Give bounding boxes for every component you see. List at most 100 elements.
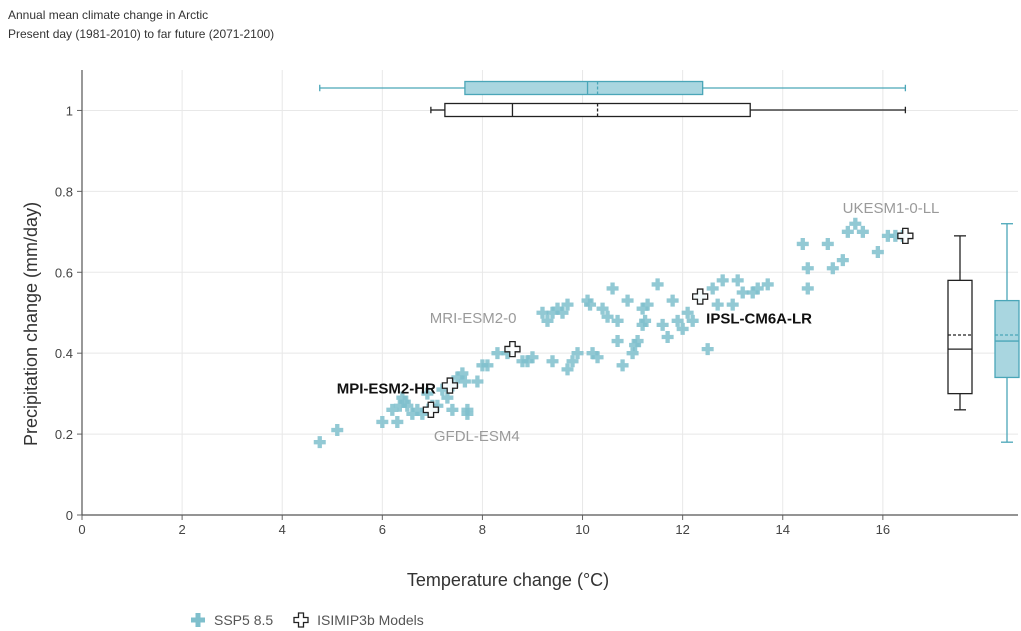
ssp-point[interactable] bbox=[761, 278, 774, 291]
ssp-point[interactable] bbox=[458, 375, 471, 388]
ssp-point[interactable] bbox=[561, 298, 574, 311]
ssp-point[interactable] bbox=[621, 294, 634, 307]
ssp-point[interactable] bbox=[841, 225, 854, 238]
ssp-point[interactable] bbox=[636, 318, 649, 331]
ssp-point[interactable] bbox=[656, 318, 669, 331]
ssp-point[interactable] bbox=[626, 347, 639, 360]
ssp-point[interactable] bbox=[556, 306, 569, 319]
ssp-point[interactable] bbox=[881, 229, 894, 242]
ssp-point[interactable] bbox=[611, 335, 624, 348]
ssp-point[interactable] bbox=[526, 351, 539, 364]
ssp-point[interactable] bbox=[856, 225, 869, 238]
ssp-point[interactable] bbox=[584, 298, 597, 311]
ssp-point[interactable] bbox=[441, 391, 454, 404]
ssp-point[interactable] bbox=[686, 314, 699, 327]
ssp-point[interactable] bbox=[393, 399, 406, 412]
isimip-points bbox=[422, 227, 914, 418]
ssp-point[interactable] bbox=[639, 314, 652, 327]
ssp-point[interactable] bbox=[871, 246, 884, 259]
ssp-point[interactable] bbox=[461, 407, 474, 420]
isimip-point[interactable] bbox=[504, 340, 521, 358]
ssp-point[interactable] bbox=[701, 343, 714, 356]
ssp-point[interactable] bbox=[889, 229, 902, 242]
box-iqr bbox=[994, 299, 1020, 379]
ssp-point[interactable] bbox=[546, 355, 559, 368]
ssp-point[interactable] bbox=[386, 403, 399, 416]
ssp-point[interactable] bbox=[631, 335, 644, 348]
y-tick-label: 0.6 bbox=[55, 265, 73, 280]
ssp-point[interactable] bbox=[591, 351, 604, 364]
ssp-point[interactable] bbox=[456, 367, 469, 380]
ssp-marker-icon bbox=[191, 613, 205, 627]
ssp-point[interactable] bbox=[416, 407, 429, 420]
isimip-point[interactable] bbox=[441, 377, 459, 394]
ssp-point[interactable] bbox=[606, 282, 619, 295]
ssp-point[interactable] bbox=[651, 278, 664, 291]
ssp-point[interactable] bbox=[411, 403, 424, 416]
ssp-point[interactable] bbox=[421, 387, 434, 400]
ssp-point[interactable] bbox=[836, 254, 849, 267]
legend-item-ssp[interactable]: SSP5 8.5 bbox=[190, 612, 273, 628]
ssp-point[interactable] bbox=[801, 282, 814, 295]
ssp-point[interactable] bbox=[601, 310, 614, 323]
ssp-point[interactable] bbox=[676, 322, 689, 335]
ssp-point[interactable] bbox=[616, 359, 629, 372]
ssp-point[interactable] bbox=[801, 262, 814, 275]
ssp-point[interactable] bbox=[746, 286, 759, 299]
x-axis-title: Temperature change (°C) bbox=[407, 570, 609, 590]
ssp-point[interactable] bbox=[611, 314, 624, 327]
ssp-point[interactable] bbox=[431, 399, 444, 412]
ssp-point[interactable] bbox=[566, 355, 579, 368]
ssp-point[interactable] bbox=[596, 302, 609, 315]
ssp-point[interactable] bbox=[571, 347, 584, 360]
ssp-point[interactable] bbox=[849, 217, 862, 230]
ssp-point[interactable] bbox=[661, 331, 674, 343]
chart-subtitle: Present day (1981-2010) to far future (2… bbox=[8, 27, 275, 41]
ssp-point[interactable] bbox=[491, 347, 504, 360]
x-tick-label: 2 bbox=[178, 522, 185, 537]
ssp-point[interactable] bbox=[406, 407, 419, 420]
ssp-point[interactable] bbox=[681, 306, 694, 319]
ssp-point[interactable] bbox=[331, 424, 344, 437]
ssp-point[interactable] bbox=[398, 395, 411, 408]
ssp-point[interactable] bbox=[736, 286, 749, 299]
legend-item-isimip[interactable]: ISIMIP3b Models bbox=[293, 612, 424, 628]
ssp-point[interactable] bbox=[751, 282, 764, 295]
model-label: MPI-ESM2-HR bbox=[337, 381, 436, 398]
ssp-point[interactable] bbox=[536, 306, 549, 319]
ssp-point[interactable] bbox=[401, 399, 414, 412]
isimip-point[interactable] bbox=[692, 288, 709, 305]
isimip-point[interactable] bbox=[422, 401, 440, 418]
ssp-point[interactable] bbox=[451, 371, 464, 384]
ssp-point[interactable] bbox=[796, 237, 809, 250]
ssp-point[interactable] bbox=[541, 314, 554, 327]
isimip-point[interactable] bbox=[897, 227, 914, 245]
ssp-point[interactable] bbox=[726, 298, 739, 311]
ssp-point[interactable] bbox=[731, 274, 744, 287]
ssp-point[interactable] bbox=[821, 237, 834, 250]
ssp-point[interactable] bbox=[561, 363, 574, 376]
ssp-point[interactable] bbox=[666, 294, 679, 307]
ssp-point[interactable] bbox=[391, 415, 404, 428]
ssp-point[interactable] bbox=[521, 355, 534, 368]
ssp-point[interactable] bbox=[671, 314, 684, 327]
ssp-point[interactable] bbox=[436, 383, 449, 396]
ssp-point[interactable] bbox=[706, 282, 719, 295]
ssp-point[interactable] bbox=[313, 436, 326, 449]
ssp-point[interactable] bbox=[471, 375, 484, 388]
ssp-point[interactable] bbox=[636, 302, 649, 315]
ssp-point[interactable] bbox=[546, 306, 559, 319]
ssp-point[interactable] bbox=[551, 302, 564, 315]
ssp-point[interactable] bbox=[641, 298, 654, 311]
ssp-point[interactable] bbox=[711, 298, 724, 311]
ssp-point[interactable] bbox=[396, 391, 409, 404]
ssp-point[interactable] bbox=[826, 262, 839, 275]
ssp-point[interactable] bbox=[629, 339, 642, 352]
ssp-point[interactable] bbox=[376, 415, 389, 428]
ssp-point[interactable] bbox=[586, 347, 599, 360]
ssp-point[interactable] bbox=[501, 347, 514, 360]
ssp-point[interactable] bbox=[481, 359, 494, 372]
ssp-point[interactable] bbox=[581, 294, 594, 307]
ssp-point[interactable] bbox=[446, 403, 459, 416]
ssp-point[interactable] bbox=[716, 274, 729, 287]
